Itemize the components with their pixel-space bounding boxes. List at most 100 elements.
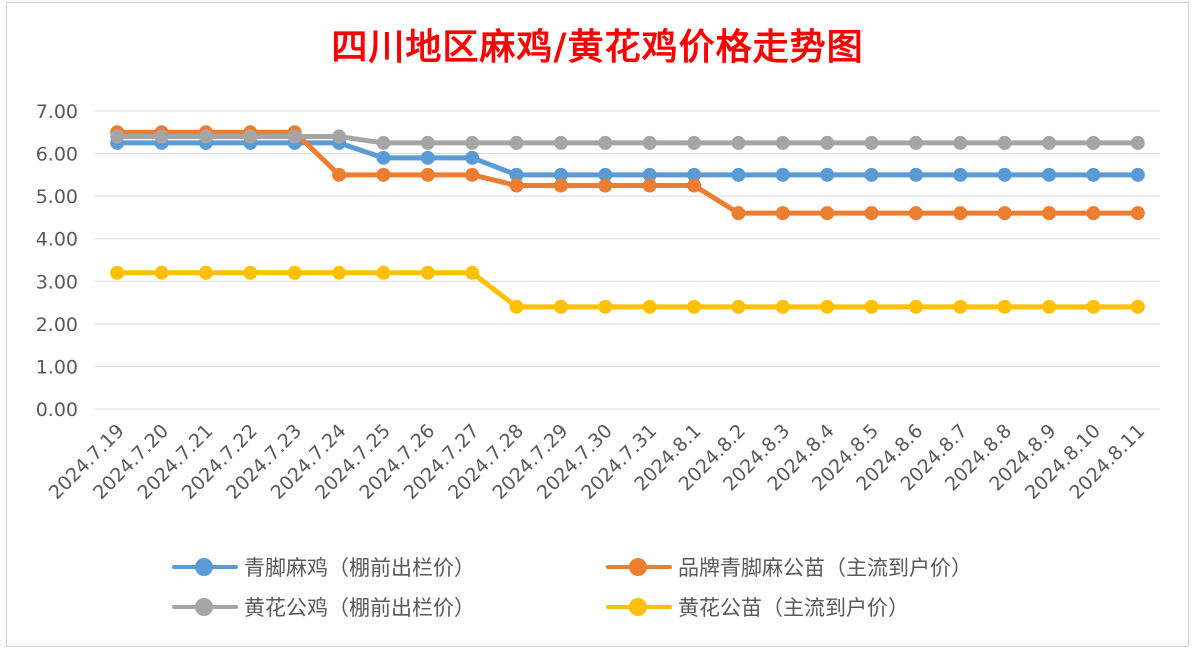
series-1 — [110, 125, 1145, 221]
data-point-s2-9 — [509, 135, 524, 150]
data-point-s2-1 — [154, 129, 169, 144]
data-point-s3-14 — [731, 299, 746, 314]
data-point-s0-11 — [598, 167, 613, 182]
data-point-s1-8 — [465, 167, 480, 182]
legend-marker-3 — [629, 598, 647, 616]
data-point-s2-15 — [775, 135, 790, 150]
data-point-s3-23 — [1130, 299, 1145, 314]
data-point-s2-6 — [376, 135, 391, 150]
legend-item-series-3[interactable]: 黄花公苗（主流到户价） — [606, 592, 909, 622]
data-point-s0-7 — [420, 150, 435, 165]
y-tick-label-0: 0.00 — [36, 399, 78, 421]
data-point-s3-19 — [953, 299, 968, 314]
legend-item-series-1[interactable]: 品牌青脚麻公苗（主流到户价） — [606, 552, 972, 582]
legend-swatch-2 — [172, 592, 238, 622]
data-point-s0-18 — [908, 167, 923, 182]
data-point-s0-22 — [1086, 167, 1101, 182]
data-point-s1-20 — [997, 206, 1012, 221]
data-point-s1-15 — [775, 206, 790, 221]
data-point-s1-9 — [509, 178, 524, 193]
y-tick-label-1: 1.00 — [36, 356, 78, 378]
legend-swatch-0 — [172, 552, 238, 582]
data-point-s2-12 — [642, 135, 657, 150]
data-point-s0-16 — [820, 167, 835, 182]
data-point-s1-5 — [332, 167, 347, 182]
y-tick-label-7: 7.00 — [36, 101, 78, 123]
data-point-s3-21 — [1042, 299, 1057, 314]
data-point-s0-20 — [997, 167, 1012, 182]
y-tick-label-4: 4.00 — [36, 229, 78, 251]
data-point-s0-8 — [465, 150, 480, 165]
series-0 — [110, 135, 1145, 182]
data-point-s1-6 — [376, 167, 391, 182]
data-point-s2-22 — [1086, 135, 1101, 150]
legend-label-1: 品牌青脚麻公苗（主流到户价） — [678, 556, 972, 580]
data-point-s2-17 — [864, 135, 879, 150]
data-point-s0-10 — [553, 167, 568, 182]
data-point-s3-6 — [376, 265, 391, 280]
data-point-s1-16 — [820, 206, 835, 221]
series-line-1 — [114, 129, 1141, 216]
data-point-s3-1 — [154, 265, 169, 280]
legend-swatch-3 — [606, 592, 672, 622]
data-point-s3-5 — [332, 265, 347, 280]
data-point-s0-15 — [775, 167, 790, 182]
series-2 — [110, 129, 1145, 150]
data-point-s1-19 — [953, 206, 968, 221]
data-point-s2-5 — [332, 129, 347, 144]
data-point-s3-17 — [864, 299, 879, 314]
data-point-s0-6 — [376, 150, 391, 165]
data-point-s2-20 — [997, 135, 1012, 150]
data-point-s3-18 — [908, 299, 923, 314]
y-tick-label-3: 3.00 — [36, 271, 78, 293]
legend-item-series-2[interactable]: 黄花公鸡（棚前出栏价） — [172, 592, 475, 622]
data-point-s2-11 — [598, 135, 613, 150]
data-point-s1-21 — [1042, 206, 1057, 221]
data-point-s2-4 — [287, 129, 302, 144]
data-point-s2-7 — [420, 135, 435, 150]
chart-frame — [6, 2, 1189, 647]
chart-title: 四川地区麻鸡/黄花鸡价格走势图 — [331, 26, 864, 68]
data-point-s1-18 — [908, 206, 923, 221]
data-point-s3-0 — [110, 265, 125, 280]
data-point-s3-13 — [687, 299, 702, 314]
data-point-s2-3 — [243, 129, 258, 144]
data-point-s0-14 — [731, 167, 746, 182]
series-line-2 — [114, 134, 1141, 146]
y-tick-label-6: 6.00 — [36, 144, 78, 166]
data-point-s3-4 — [287, 265, 302, 280]
legend-label-0: 青脚麻鸡（棚前出栏价） — [244, 556, 475, 580]
legend-label-2: 黄花公鸡（棚前出栏价） — [244, 596, 475, 620]
data-point-s3-10 — [553, 299, 568, 314]
data-point-s1-14 — [731, 206, 746, 221]
data-point-s2-19 — [953, 135, 968, 150]
data-point-s3-3 — [243, 265, 258, 280]
data-point-s3-9 — [509, 299, 524, 314]
data-point-s2-21 — [1042, 135, 1057, 150]
legend-label-3: 黄花公苗（主流到户价） — [678, 596, 909, 620]
data-point-s0-13 — [687, 167, 702, 182]
legend-item-series-0[interactable]: 青脚麻鸡（棚前出栏价） — [172, 552, 475, 582]
data-point-s2-14 — [731, 135, 746, 150]
data-point-s0-21 — [1042, 167, 1057, 182]
data-point-s2-18 — [908, 135, 923, 150]
data-point-s0-17 — [864, 167, 879, 182]
data-point-s3-8 — [465, 265, 480, 280]
data-point-s0-9 — [509, 167, 524, 182]
data-point-s3-20 — [997, 299, 1012, 314]
legend-swatch-1 — [606, 552, 672, 582]
data-point-s1-23 — [1130, 206, 1145, 221]
data-point-s2-10 — [553, 135, 568, 150]
data-point-s1-7 — [420, 167, 435, 182]
data-point-s1-13 — [687, 178, 702, 193]
data-point-s0-19 — [953, 167, 968, 182]
data-point-s2-2 — [198, 129, 213, 144]
data-point-s1-11 — [598, 178, 613, 193]
data-point-s2-23 — [1130, 135, 1145, 150]
y-tick-label-2: 2.00 — [36, 314, 78, 336]
data-point-s1-12 — [642, 178, 657, 193]
data-point-s3-15 — [775, 299, 790, 314]
data-point-s2-13 — [687, 135, 702, 150]
legend-marker-0 — [195, 558, 213, 576]
